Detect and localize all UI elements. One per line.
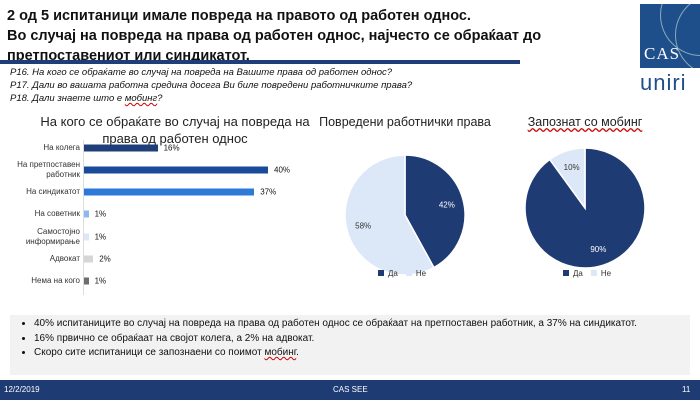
title-divider — [0, 60, 520, 64]
bar-row: Адвокат 2% — [0, 249, 320, 269]
bar-label: На синдикатот — [26, 187, 80, 196]
bar-label: На колега — [43, 143, 80, 152]
legend-yes: Да — [573, 269, 583, 278]
cas-logo-text: CAS — [644, 44, 681, 63]
bar — [84, 144, 158, 152]
pie-chart-rights-violated: 42% 58% — [344, 154, 466, 276]
question-16: Р16. На кого се обраќате во случај на по… — [10, 67, 393, 78]
legend-swatch-no — [405, 270, 412, 276]
question-17: Р17. Дали во вашата работна средина досе… — [10, 80, 413, 91]
bar-label: Адвокат — [49, 254, 80, 263]
questions: Р16. На кого се обраќате во случај на по… — [10, 66, 412, 105]
pie-slice-label: 42% — [439, 200, 455, 209]
pie-title-rights: Повредени работнички права — [319, 115, 491, 129]
footer-date: 12/2/2019 — [4, 385, 40, 394]
legend-no: Не — [600, 269, 612, 278]
footer-center: CAS SEE — [333, 385, 368, 394]
pie-slice-yes — [404, 154, 466, 269]
pie-legend-rights: Да Не — [370, 269, 426, 278]
bar — [84, 233, 89, 241]
footer: 12/2/2019 CAS SEE 11 — [0, 380, 700, 400]
legend-swatch-no — [590, 270, 597, 276]
title-line-1: 2 од 5 испитаници имале повреда на право… — [7, 8, 471, 24]
bullet-2: 16% првично се обраќаат на својот колега… — [34, 332, 690, 347]
pie-chart-mobbing-aware: 90% 10% — [524, 147, 646, 269]
slide-title: 2 од 5 испитаници имале повреда на право… — [7, 6, 607, 66]
logo: CAS UNIRI — [640, 4, 700, 96]
bar-value-label: 1% — [94, 209, 107, 219]
bar-chart-axis — [83, 140, 84, 295]
bullet-3-suffix: . — [296, 347, 299, 358]
bar-value-label: 1% — [94, 276, 107, 286]
legend-swatch-yes — [378, 270, 384, 276]
bar-row: На синдикатот 37% — [0, 182, 320, 202]
legend-swatch-yes — [563, 270, 569, 276]
bar-value-label: 1% — [94, 232, 107, 242]
bar-value-label: 2% — [99, 254, 111, 264]
bar — [84, 188, 255, 196]
uniri-logo: UNIRI — [640, 70, 687, 95]
pie-slice-label: 58% — [355, 222, 371, 231]
bar-row: На колега 16% — [0, 138, 320, 158]
bar-row: Нема на кого 1% — [0, 271, 320, 291]
pie-title-mobbing: Запознат со мобинг — [527, 115, 643, 129]
bar-row: На советник 1% — [0, 204, 320, 224]
pie-slice-no — [548, 147, 586, 211]
page-number: 11 — [682, 385, 691, 394]
bar — [84, 166, 268, 174]
pie-legend-mobbing: Да Не — [555, 269, 611, 278]
pie-charts: 42% 58% 90% 10% — [344, 147, 646, 276]
bar-value-label: 16% — [163, 143, 180, 153]
bar-label: На претпоставен работник — [17, 160, 80, 179]
bar-row: На претпоставен работник 40% — [0, 160, 320, 180]
legend-yes: Да — [388, 269, 398, 278]
bar — [84, 210, 89, 218]
bar-label: Нема на кого — [31, 276, 80, 285]
question-18: Р18. Дали знаете што е мобинг? — [10, 92, 412, 105]
pie-slice-label: 90% — [590, 245, 606, 254]
bar-value-label: 40% — [274, 165, 291, 175]
cas-logo: CAS — [640, 4, 700, 68]
bar — [84, 277, 89, 285]
summary-box: 40% испитаниците во случај на повреда на… — [10, 315, 690, 375]
bullet-3-word: мобинг — [264, 347, 297, 358]
bar-value-label: 37% — [260, 187, 277, 197]
bullet-3: Скоро сите испитаници се запознаени со п… — [34, 346, 690, 361]
q18-text: Р18. Дали знаете што е — [10, 93, 125, 104]
bullet-1: 40% испитаниците во случај на повреда на… — [34, 317, 690, 332]
bar-row: Самостојно информирање 1% — [0, 227, 320, 247]
q18-suffix: ? — [157, 93, 163, 104]
bar — [84, 255, 94, 263]
bar-chart-title: На кого се обраќате во случај на повреда… — [40, 114, 310, 146]
bar-label: Самостојно информирање — [25, 227, 80, 246]
legend-no: Не — [415, 269, 427, 278]
q18-word: мобинг — [124, 93, 158, 104]
pie-slice-yes — [524, 147, 646, 269]
bullet-3-text: Скоро сите испитаници се запознаени со п… — [34, 347, 265, 358]
pie-slice-label: 10% — [564, 163, 580, 172]
bar-label: На советник — [34, 209, 80, 218]
